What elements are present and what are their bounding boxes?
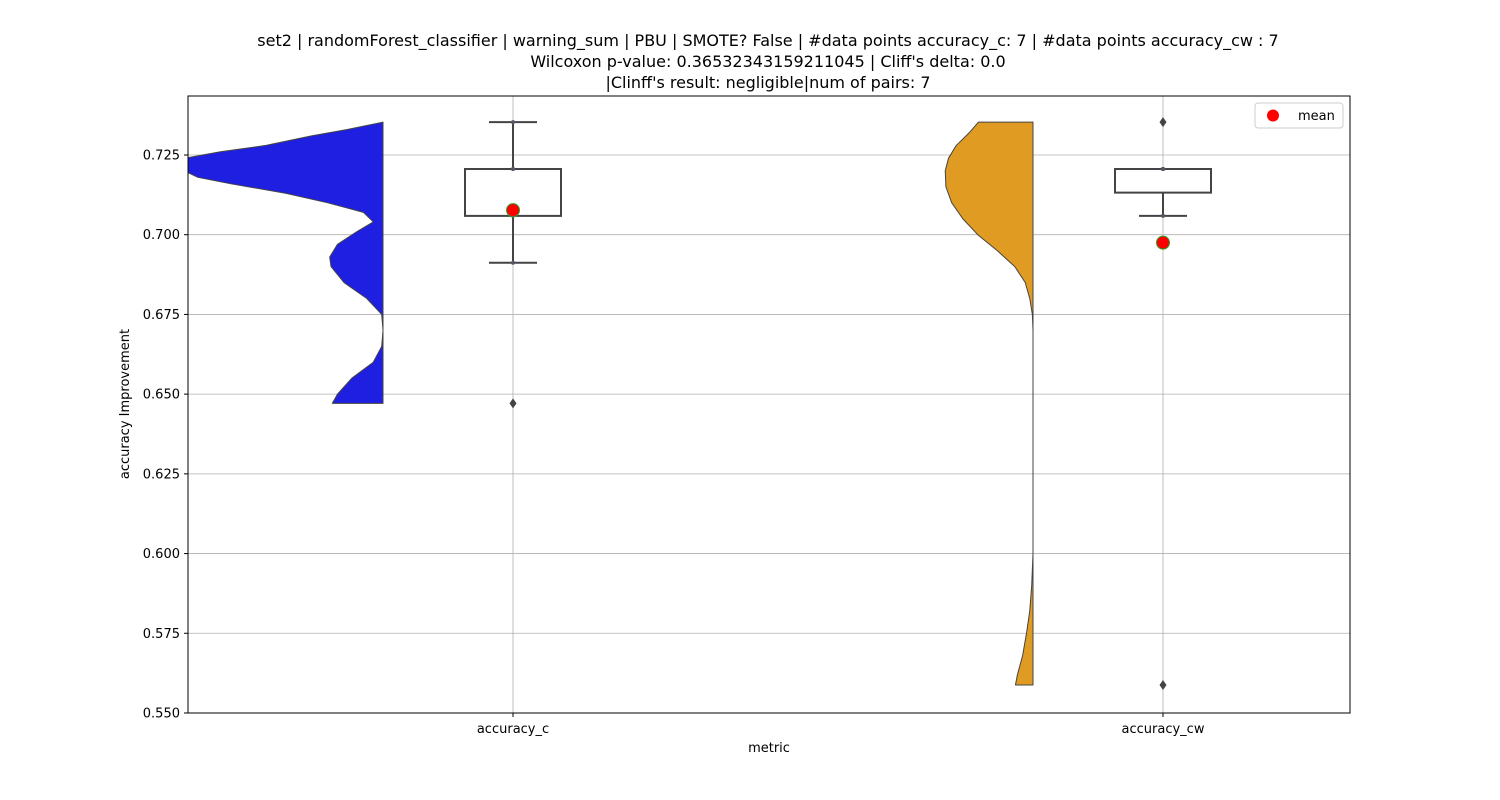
y-tick-label: 0.675	[143, 308, 180, 323]
x-axis-label: metric	[748, 741, 790, 756]
title-line-2: Wilcoxon p-value: 0.36532343159211045 | …	[530, 52, 1005, 71]
x-tick-label: accuracy_c	[477, 722, 549, 737]
legend-frame	[1254, 102, 1344, 129]
y-axis-ticks: 0.550 0.575 0.600 0.625 0.650 0.675 0.700 0.725	[143, 148, 188, 722]
y-tick-label: 0.650	[143, 388, 180, 403]
y-axis-label: accuracy Improvement	[118, 329, 133, 479]
data-point	[1161, 167, 1165, 172]
y-tick-label: 0.625	[143, 467, 180, 482]
chart-title: set2 | randomForest_classifier | warning…	[257, 31, 1278, 92]
y-tick-label: 0.725	[143, 148, 180, 163]
data-point	[511, 260, 515, 265]
boxplot-accuracy_c	[464, 120, 562, 409]
y-tick-label: 0.600	[143, 547, 180, 562]
y-tick-label: 0.550	[143, 707, 180, 722]
outlier-marker	[509, 398, 517, 409]
mean-marker	[506, 203, 520, 218]
violin-accuracy_cw	[944, 121, 1034, 686]
data-point	[511, 167, 515, 172]
x-axis-ticks: accuracy_c accuracy_cw	[477, 713, 1205, 737]
boxplots	[464, 117, 1212, 690]
boxplot-accuracy_cw	[1114, 117, 1212, 690]
x-tick-label: accuracy_cw	[1122, 722, 1205, 737]
violin-accuracy_c	[188, 121, 384, 404]
legend-mean-label: mean	[1298, 109, 1335, 124]
title-line-1: set2 | randomForest_classifier | warning…	[257, 31, 1278, 51]
data-point	[511, 120, 515, 125]
violins	[188, 121, 1034, 686]
y-tick-label: 0.575	[143, 627, 180, 642]
outlier-marker	[1159, 117, 1167, 128]
y-tick-label: 0.700	[143, 228, 180, 243]
legend: mean	[1254, 102, 1344, 129]
plot-area-frame	[187, 95, 1351, 714]
legend-mean-marker	[1267, 109, 1279, 122]
title-line-3: |Clinff's result: negligible|num of pair…	[605, 73, 930, 92]
mean-marker	[1156, 235, 1170, 250]
box-iqr	[1114, 168, 1212, 194]
data-point	[1161, 213, 1165, 218]
outlier-marker	[1159, 679, 1167, 690]
